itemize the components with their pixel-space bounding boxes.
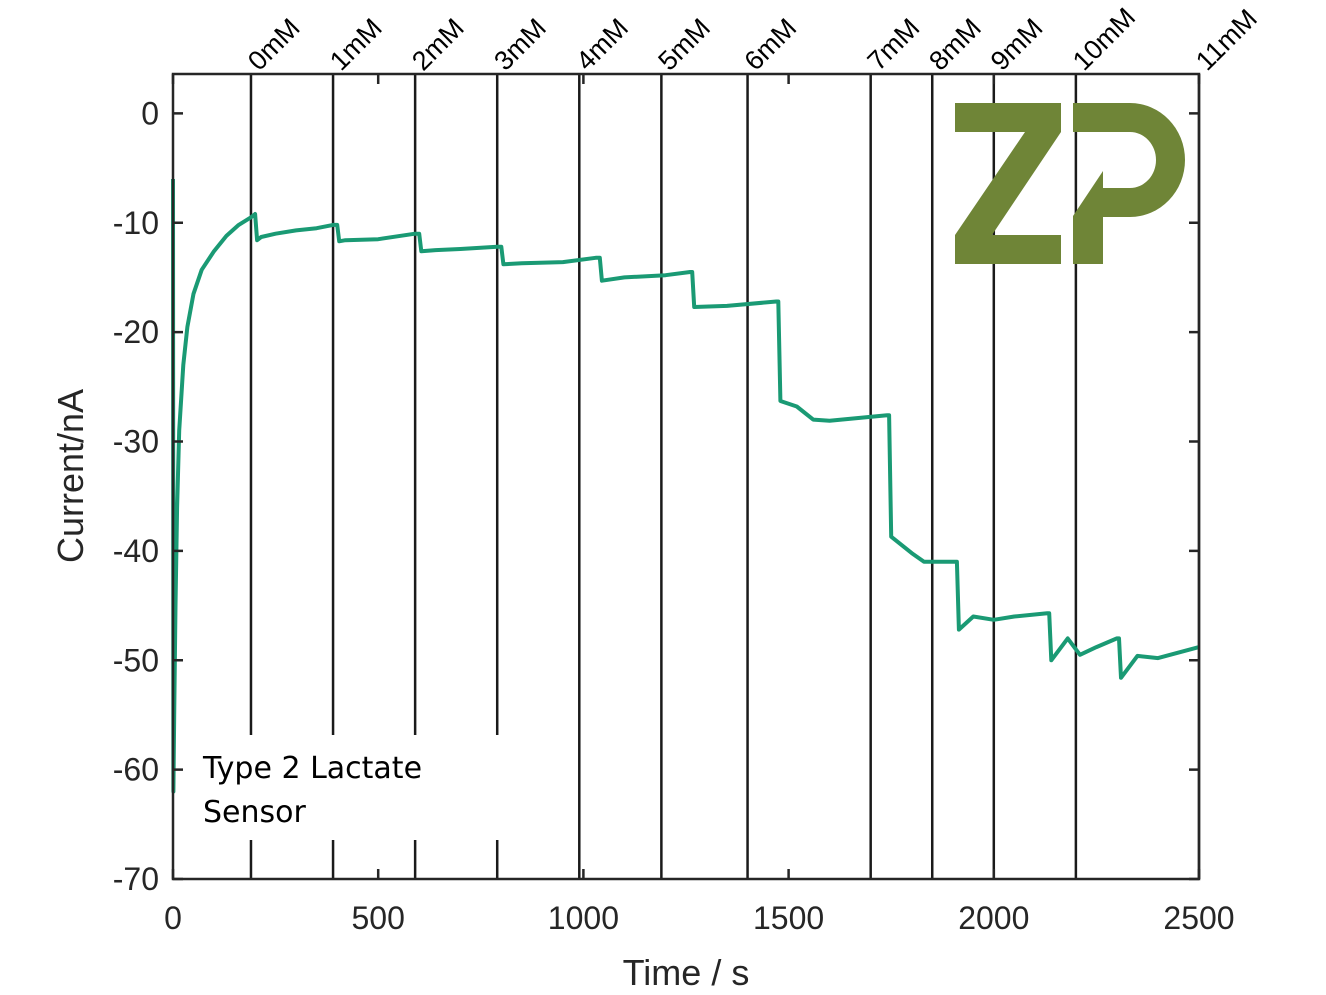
y-axis-label: Current/nA xyxy=(50,389,91,563)
y-tick-label: 0 xyxy=(141,95,159,131)
y-tick-label: -40 xyxy=(113,533,159,569)
marker-label-5mM: 5mM xyxy=(652,13,716,77)
x-axis-label: Time / s xyxy=(623,952,750,993)
annotation-box xyxy=(190,735,500,840)
logo-letter-z xyxy=(955,103,1061,264)
x-tick-label: 500 xyxy=(352,900,405,936)
y-tick-label: -60 xyxy=(113,752,159,788)
plot-frame xyxy=(171,72,1201,881)
marker-label-8mM: 8mM xyxy=(923,13,987,77)
marker-label-2mM: 2mM xyxy=(406,13,470,77)
x-tick-label: 1000 xyxy=(548,900,619,936)
marker-label-1mM: 1mM xyxy=(324,13,388,77)
axis-ticks: 0 500 1000 1500 2000 2500 0 -10 -20 -30 -40 -50 -60 -… xyxy=(113,74,1235,936)
y-tick-label: -20 xyxy=(113,314,159,350)
logo-letter-p xyxy=(1073,103,1185,264)
y-tick-label: -70 xyxy=(113,861,159,897)
y-tick-label: -50 xyxy=(113,642,159,678)
marker-label-6mM: 6mM xyxy=(739,13,803,77)
zp-logo xyxy=(955,103,1185,264)
x-tick-label: 1500 xyxy=(753,900,824,936)
x-tick-label: 0 xyxy=(164,900,182,936)
y-tick-label: -30 xyxy=(113,424,159,460)
annotation-line-2: Sensor xyxy=(203,795,306,830)
x-tick-label: 2500 xyxy=(1163,900,1234,936)
marker-label-0mM: 0mM xyxy=(242,13,306,77)
current-series-line xyxy=(171,178,1200,794)
y-tick-label: -10 xyxy=(113,205,159,241)
marker-label-10mM: 10mM xyxy=(1067,2,1141,76)
marker-label-3mM: 3mM xyxy=(488,13,552,77)
marker-label-7mM: 7mM xyxy=(862,13,926,77)
marker-label-9mM: 9mM xyxy=(985,13,1049,77)
x-tick-label: 2000 xyxy=(958,900,1029,936)
annotation-line-1: Type 2 Lactate xyxy=(202,751,422,786)
marker-label-11mM: 11mM xyxy=(1190,3,1263,76)
marker-label-4mM: 4mM xyxy=(570,13,634,77)
